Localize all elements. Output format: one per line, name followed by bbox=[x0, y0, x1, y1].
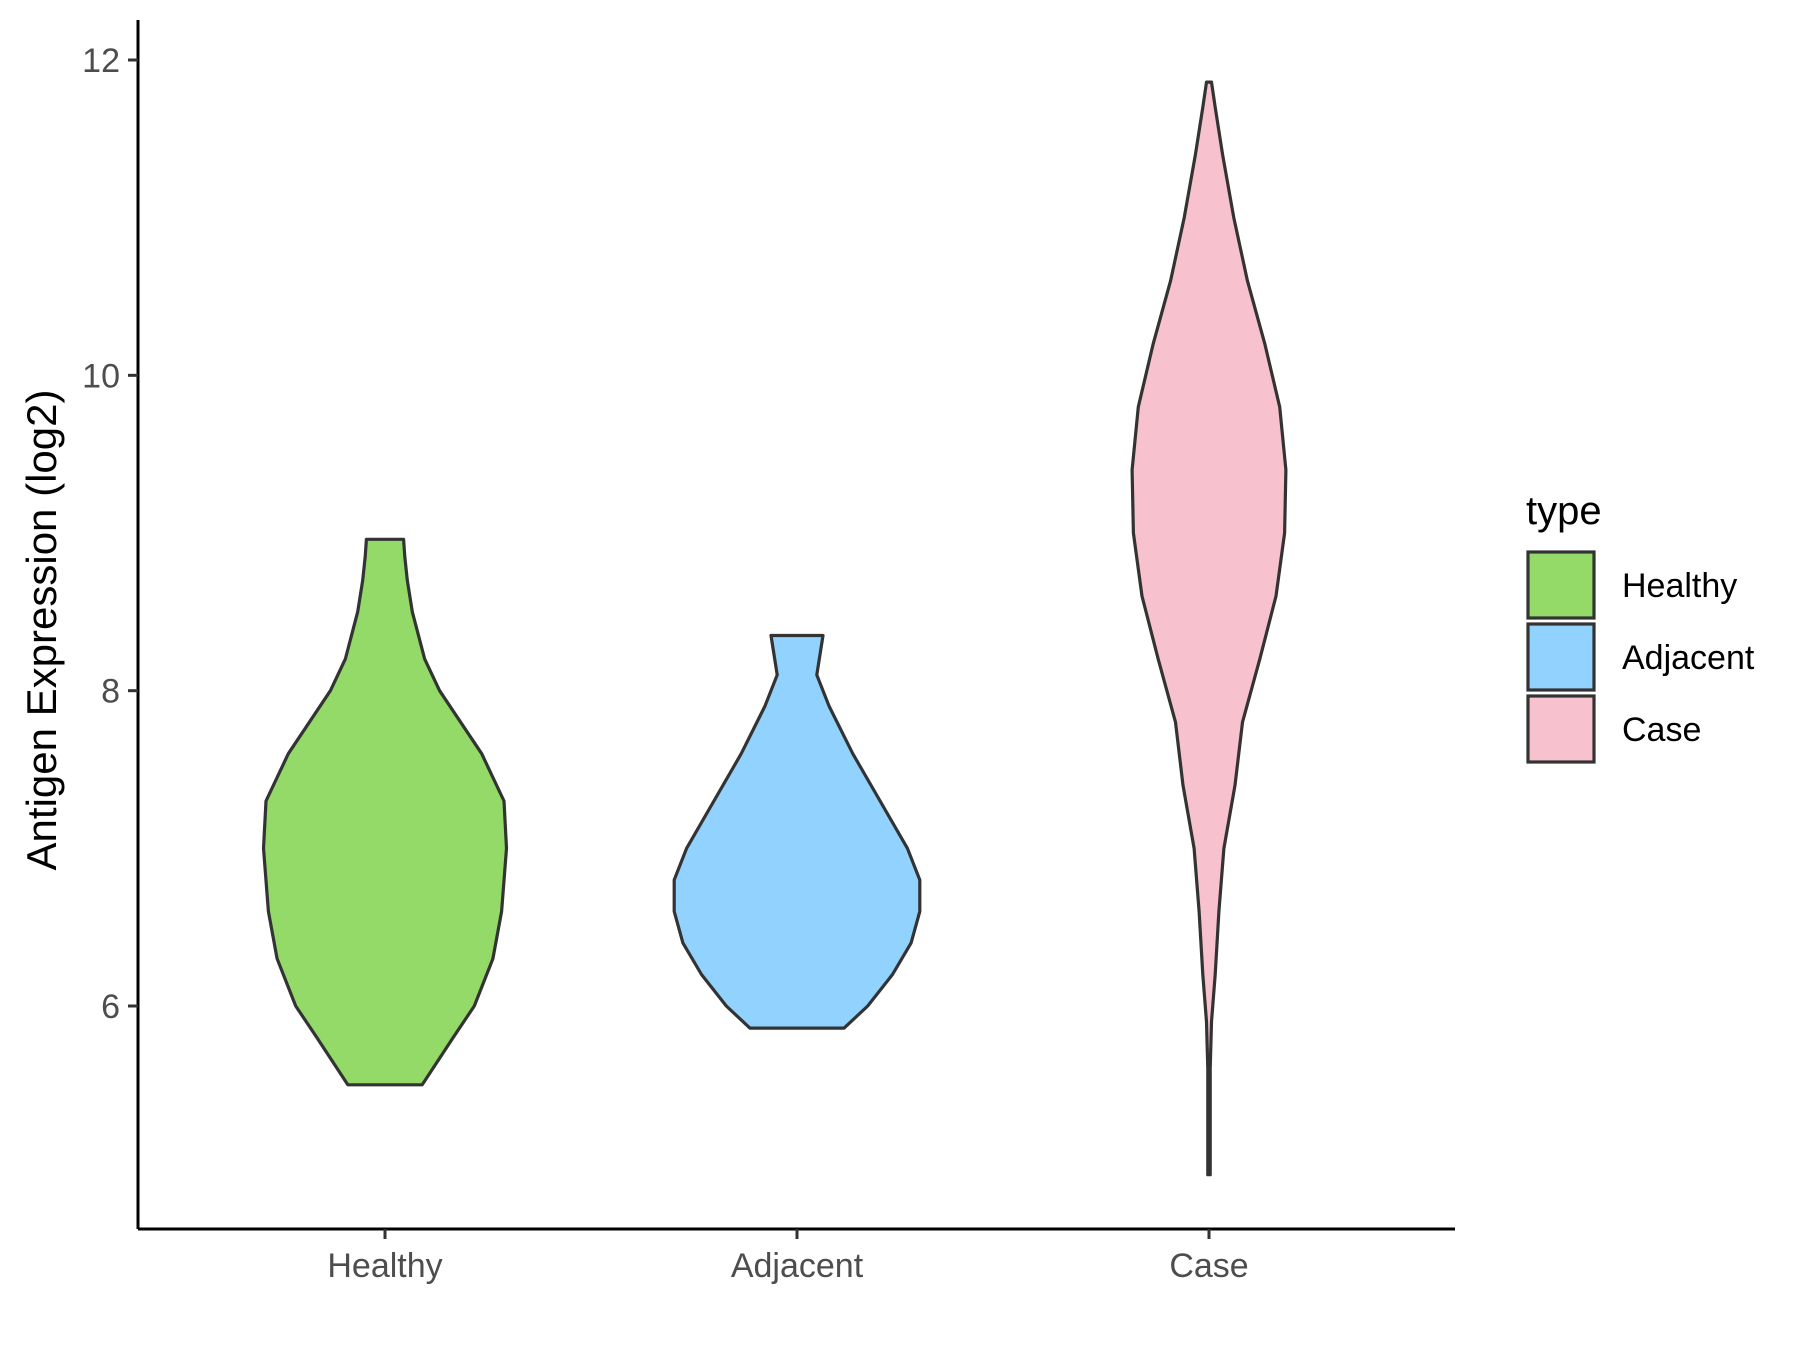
violin-adjacent bbox=[672, 633, 922, 1030]
y-tick-label: 6 bbox=[101, 988, 120, 1026]
violin-healthy bbox=[261, 537, 509, 1087]
legend-title: type bbox=[1526, 489, 1602, 533]
y-axis-title: Antigen Expression (log2) bbox=[18, 390, 65, 871]
legend-label-adjacent: Adjacent bbox=[1622, 639, 1755, 677]
violin-case bbox=[1130, 80, 1288, 1177]
legend: type Healthy Adjacent Case bbox=[1526, 489, 1755, 764]
x-tick-label: Adjacent bbox=[731, 1247, 864, 1285]
violin-group bbox=[261, 80, 1288, 1177]
legend-key-healthy bbox=[1526, 550, 1596, 620]
y-tick-label: 8 bbox=[101, 673, 120, 711]
legend-key-case bbox=[1526, 694, 1596, 764]
x-tick-label: Healthy bbox=[327, 1247, 442, 1285]
y-tick-label: 12 bbox=[82, 42, 120, 80]
legend-key-adjacent bbox=[1526, 622, 1596, 692]
x-tick-label: Case bbox=[1169, 1247, 1248, 1285]
legend-label-case: Case bbox=[1622, 711, 1701, 749]
y-tick-label: 10 bbox=[82, 357, 120, 395]
legend-label-healthy: Healthy bbox=[1622, 567, 1737, 605]
axes: 6 8 10 12 Healthy Adjacent Case bbox=[82, 20, 1455, 1285]
